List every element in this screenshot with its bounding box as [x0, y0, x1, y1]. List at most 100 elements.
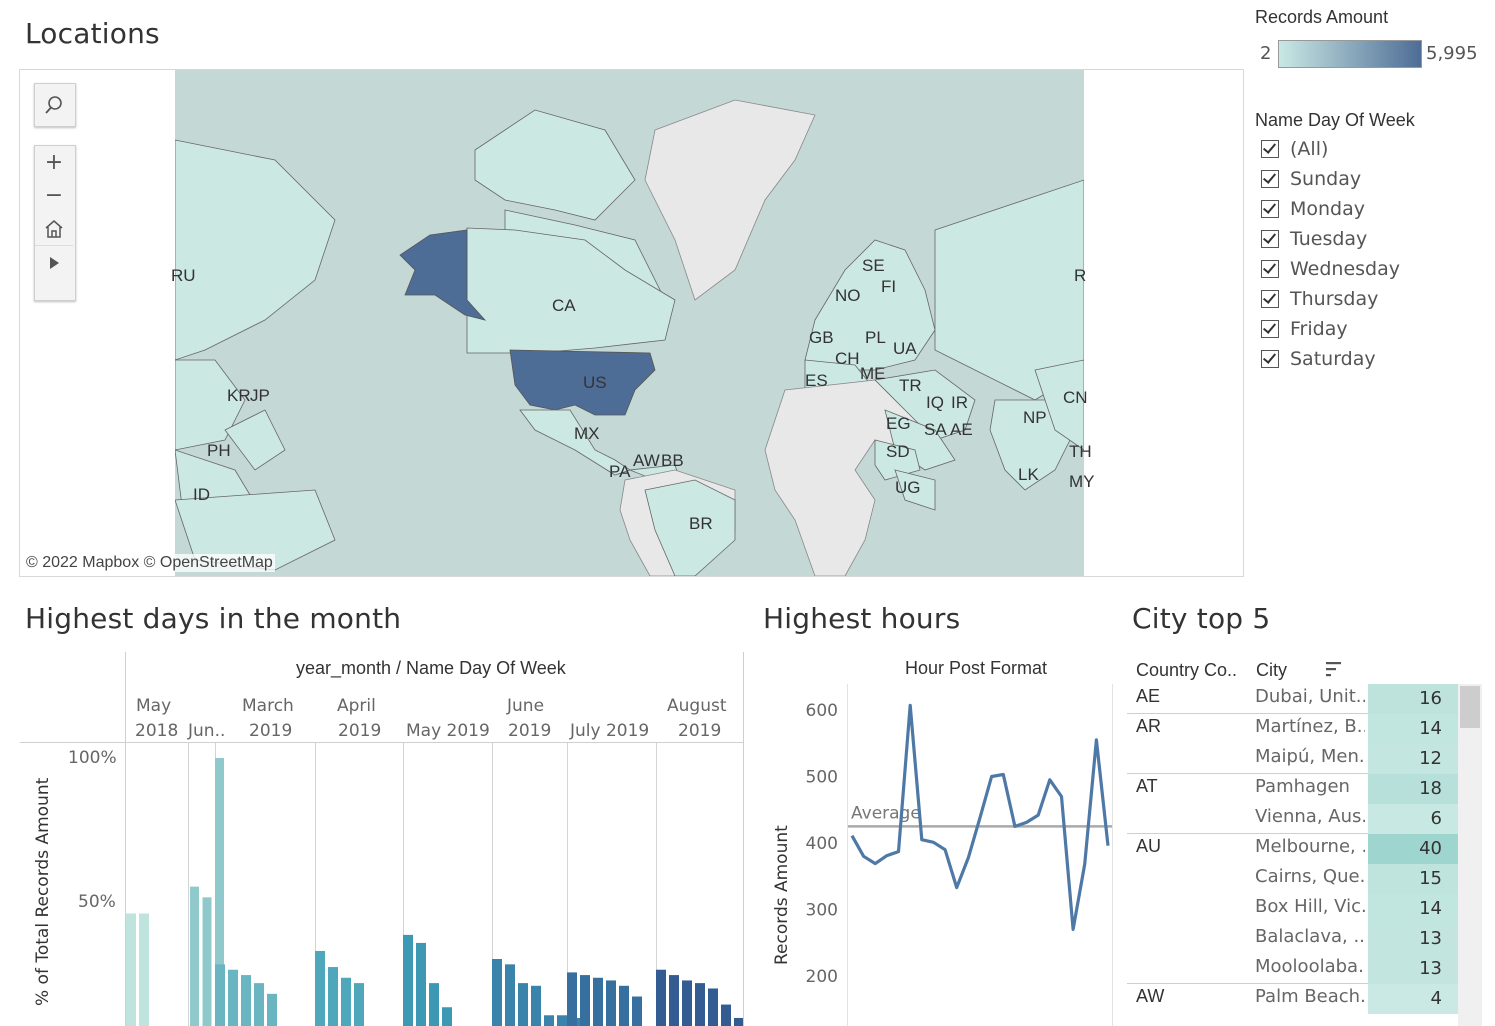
country-label[interactable]: NP — [1023, 408, 1047, 427]
table-row[interactable]: Vienna, Aus.. 6 — [1127, 804, 1482, 834]
country-label[interactable]: CA — [552, 296, 576, 315]
country-label[interactable]: SE — [862, 256, 885, 275]
bar[interactable] — [354, 983, 364, 1026]
country-label[interactable]: EG — [886, 414, 911, 433]
bar[interactable] — [442, 1007, 452, 1026]
bar[interactable] — [580, 975, 590, 1026]
bar[interactable] — [429, 983, 439, 1026]
bar[interactable] — [215, 964, 225, 1026]
bar[interactable] — [656, 969, 666, 1026]
country-label[interactable]: RU — [171, 266, 196, 285]
country-label[interactable]: IQ — [926, 393, 944, 412]
table-row[interactable]: AU Melbourne, .. 40 — [1127, 834, 1482, 864]
bar[interactable] — [416, 942, 426, 1026]
country-label[interactable]: LK — [1018, 465, 1039, 484]
map-zoom-controls[interactable]: + − — [34, 145, 76, 301]
bar[interactable] — [593, 977, 603, 1026]
locations-map[interactable]: RU CA US MX KR JP PH ID PA AW BB BR SE F… — [19, 69, 1244, 577]
bar[interactable] — [228, 969, 238, 1026]
zoom-out-button[interactable]: − — [44, 183, 64, 208]
country-label[interactable]: FI — [881, 277, 897, 296]
table-row[interactable]: Balaclava, .. 13 — [1127, 924, 1482, 954]
bar[interactable] — [126, 913, 136, 1026]
checkbox[interactable] — [1261, 140, 1279, 158]
bar[interactable] — [328, 967, 338, 1026]
bar[interactable] — [695, 983, 705, 1026]
checkbox[interactable] — [1261, 290, 1279, 308]
bar[interactable] — [669, 975, 679, 1026]
table-row[interactable]: AR Martínez, B.. 14 — [1127, 714, 1482, 744]
country-label[interactable]: ES — [805, 371, 828, 390]
country-label[interactable]: AE — [950, 420, 973, 439]
country-label[interactable]: MY — [1069, 472, 1095, 491]
country-label[interactable]: PA — [609, 462, 631, 481]
bar[interactable] — [267, 993, 277, 1026]
country-label[interactable]: JP — [250, 386, 270, 405]
play-icon[interactable] — [35, 245, 73, 279]
country-label[interactable]: KR — [227, 386, 251, 405]
home-icon[interactable] — [35, 212, 73, 245]
bar[interactable] — [544, 1015, 554, 1026]
checkbox[interactable] — [1261, 200, 1279, 218]
bar[interactable] — [682, 980, 692, 1026]
checkbox[interactable] — [1261, 350, 1279, 368]
country-label[interactable]: CH — [835, 349, 860, 368]
country-label[interactable]: SA — [924, 420, 947, 439]
map-canvas[interactable]: RU CA US MX KR JP PH ID PA AW BB BR SE F… — [171, 70, 1095, 576]
filter-item-all[interactable]: (All) — [1261, 134, 1400, 164]
country-label[interactable]: US — [583, 373, 607, 392]
table-row[interactable]: Box Hill, Vic.. 14 — [1127, 894, 1482, 924]
bar[interactable] — [721, 1004, 731, 1026]
bar[interactable] — [619, 985, 629, 1026]
table-row[interactable]: Maipú, Men.. 12 — [1127, 744, 1482, 774]
bar[interactable] — [241, 975, 251, 1026]
checkbox[interactable] — [1261, 230, 1279, 248]
country-label[interactable]: AW — [633, 451, 660, 470]
checkbox[interactable] — [1261, 260, 1279, 278]
table-row[interactable]: AT Pamhagen 18 — [1127, 774, 1482, 804]
bar[interactable] — [139, 913, 149, 1026]
column-header-country[interactable]: Country Co.. — [1136, 660, 1238, 680]
bar[interactable] — [734, 1017, 743, 1026]
country-label[interactable]: ME — [860, 364, 886, 383]
country-label[interactable]: CN — [1063, 388, 1088, 407]
hours-series-line[interactable] — [850, 703, 1110, 931]
filter-item-thursday[interactable]: Thursday — [1261, 284, 1400, 314]
column-header-city[interactable]: City — [1256, 660, 1287, 680]
scrollbar-thumb[interactable] — [1460, 686, 1480, 728]
country-label[interactable]: NO — [835, 286, 861, 305]
country-label[interactable]: SD — [886, 442, 910, 461]
checkbox[interactable] — [1261, 320, 1279, 338]
map-search-control[interactable] — [34, 83, 76, 127]
country-label[interactable]: IR — [951, 393, 968, 412]
sort-icon[interactable] — [1326, 660, 1342, 678]
country-label[interactable]: PH — [207, 441, 231, 460]
filter-item-friday[interactable]: Friday — [1261, 314, 1400, 344]
table-row[interactable]: Mooloolaba.. 13 — [1127, 954, 1482, 984]
filter-item-sunday[interactable]: Sunday — [1261, 164, 1400, 194]
hours-line-chart[interactable]: 200 300 400 500 600 Average — [796, 684, 1116, 1026]
bar[interactable] — [403, 934, 413, 1026]
bar[interactable] — [190, 886, 199, 1026]
country-label[interactable]: TR — [899, 376, 922, 395]
map-attribution[interactable]: © 2022 Mapbox © OpenStreetMap — [24, 554, 275, 572]
country-label[interactable]: R — [1074, 266, 1087, 285]
bar[interactable] — [202, 897, 212, 1026]
table-row[interactable]: AE Dubai, Unit.. 16 — [1127, 684, 1482, 714]
country-label[interactable]: BB — [661, 451, 684, 470]
bar[interactable] — [567, 972, 577, 1026]
days-bar-chart[interactable] — [126, 743, 743, 1026]
bar[interactable] — [557, 1015, 567, 1026]
country-label[interactable]: PL — [865, 328, 886, 347]
bar[interactable] — [708, 988, 718, 1026]
city-table-body[interactable]: AE Dubai, Unit.. 16 AR Martínez, B.. 14 Maip… — [1127, 684, 1482, 1026]
bar[interactable] — [518, 983, 528, 1026]
bar[interactable] — [606, 980, 616, 1026]
bar[interactable] — [505, 964, 515, 1026]
search-icon[interactable] — [35, 84, 73, 126]
bar[interactable] — [341, 977, 351, 1026]
bar[interactable] — [315, 950, 325, 1026]
country-label[interactable]: ID — [193, 485, 210, 504]
filter-item-tuesday[interactable]: Tuesday — [1261, 224, 1400, 254]
filter-item-wednesday[interactable]: Wednesday — [1261, 254, 1400, 284]
